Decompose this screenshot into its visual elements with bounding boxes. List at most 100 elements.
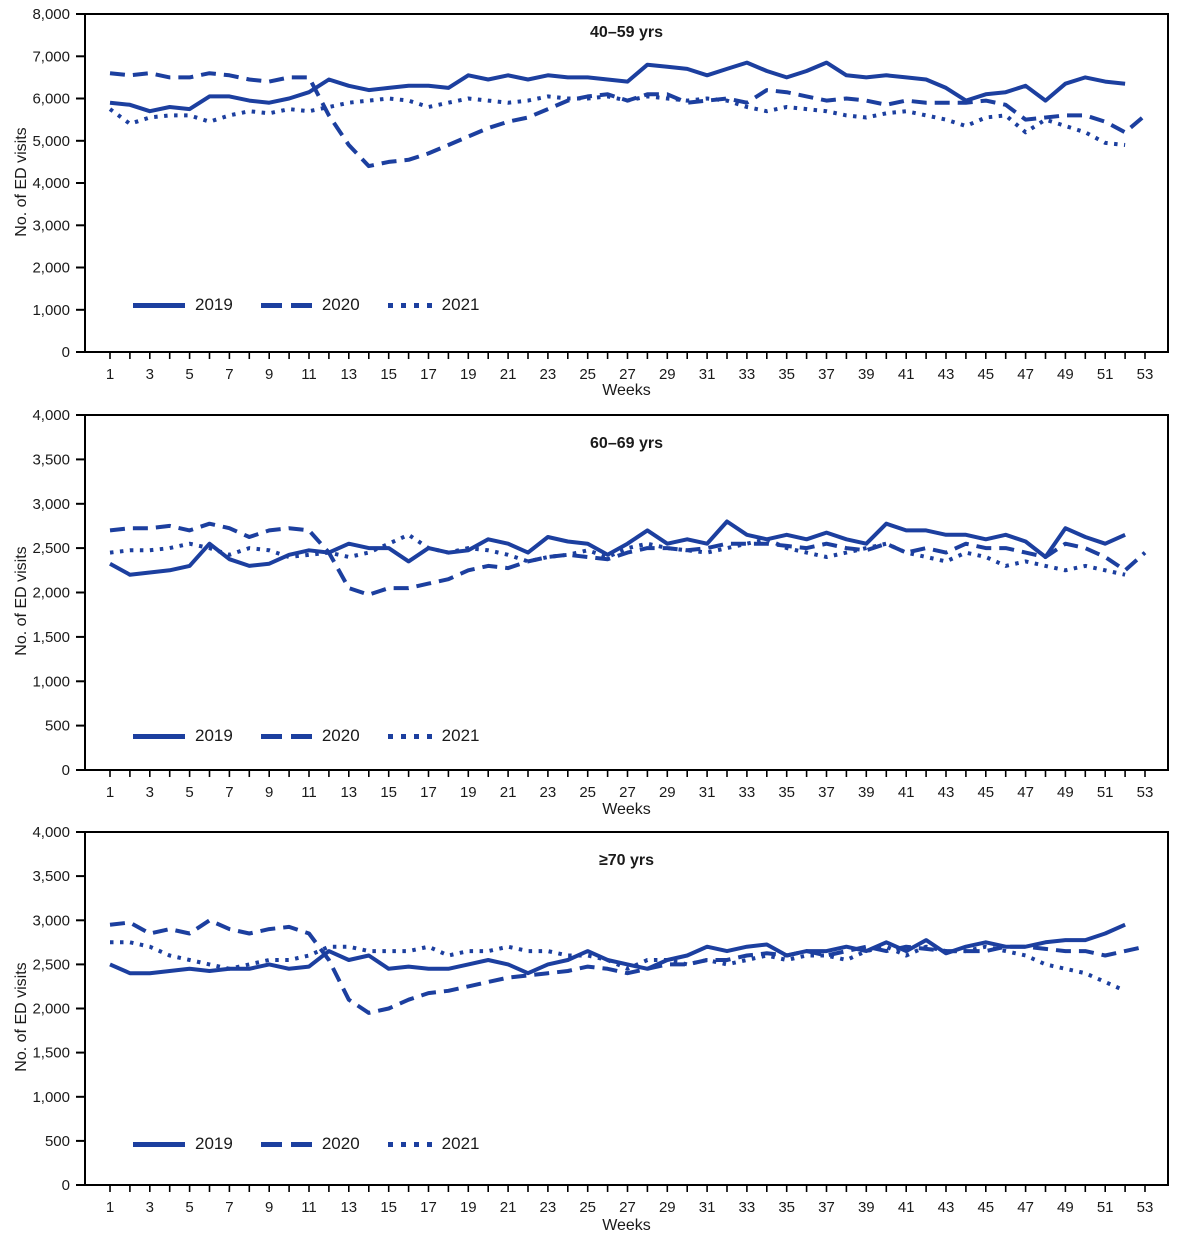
svg-text:29: 29 (659, 366, 676, 383)
svg-text:1,000: 1,000 (32, 673, 70, 690)
svg-text:2,000: 2,000 (32, 585, 70, 602)
dotted-line-sample (387, 733, 432, 739)
plot-area-40-59: 0 1,000 2,000 3,000 4,000 5,000 6,000 7,000 8,00… (32, 6, 1169, 383)
svg-text:13: 13 (340, 1199, 357, 1216)
chart-title: 40–59 yrs (590, 24, 663, 41)
svg-text:51: 51 (1097, 784, 1114, 801)
svg-text:27: 27 (619, 366, 636, 383)
svg-text:4,000: 4,000 (32, 824, 70, 841)
svg-text:41: 41 (898, 784, 915, 801)
svg-text:3: 3 (146, 784, 154, 801)
svg-text:4,000: 4,000 (32, 175, 70, 192)
svg-text:31: 31 (699, 1199, 716, 1216)
legend: 2019 2020 2021 (133, 1133, 479, 1155)
svg-text:11: 11 (301, 784, 317, 801)
dashed-line-sample (260, 733, 312, 739)
svg-text:9: 9 (265, 784, 273, 801)
svg-text:17: 17 (420, 366, 437, 383)
legend-label-2021: 2021 (441, 726, 480, 745)
svg-text:41: 41 (898, 1199, 915, 1216)
solid-line-sample (133, 1141, 185, 1147)
legend-label-2020: 2020 (321, 726, 360, 745)
svg-text:7,000: 7,000 (32, 48, 70, 65)
svg-text:8,000: 8,000 (32, 6, 70, 23)
svg-text:7: 7 (225, 366, 233, 383)
svg-text:15: 15 (380, 366, 397, 383)
svg-text:31: 31 (699, 366, 716, 383)
svg-text:33: 33 (739, 366, 756, 383)
svg-text:3: 3 (146, 366, 154, 383)
svg-text:37: 37 (818, 1199, 835, 1216)
svg-text:31: 31 (699, 784, 716, 801)
svg-text:3,500: 3,500 (32, 451, 70, 468)
svg-text:23: 23 (540, 1199, 557, 1216)
svg-text:13: 13 (340, 366, 357, 383)
svg-text:500: 500 (45, 1133, 70, 1150)
y-axis-title: No. of ED visits (13, 962, 30, 1072)
svg-text:53: 53 (1137, 1199, 1154, 1216)
plot-area-70plus: 0 500 1,000 1,500 2,000 2,500 3,000 3,500 4,000 1… (32, 824, 1169, 1216)
svg-text:3,500: 3,500 (32, 868, 70, 885)
legend-item-2021: 2021 (387, 295, 479, 315)
legend-item-2020: 2020 (260, 1134, 360, 1154)
svg-text:1: 1 (106, 366, 114, 383)
svg-text:13: 13 (340, 784, 357, 801)
svg-text:1,500: 1,500 (32, 1045, 70, 1062)
svg-text:3,000: 3,000 (32, 496, 70, 513)
svg-text:27: 27 (619, 1199, 636, 1216)
dashed-line-sample (260, 302, 312, 308)
svg-text:49: 49 (1057, 784, 1074, 801)
solid-line-sample (133, 733, 185, 739)
chart-panel-40-59yrs: 0 1,000 2,000 3,000 4,000 5,000 6,000 7,000 8,00… (0, 0, 1185, 405)
svg-text:0: 0 (62, 762, 70, 779)
legend-label-2020: 2020 (321, 1134, 360, 1153)
legend-label-2021: 2021 (441, 1134, 480, 1153)
legend-label-2019: 2019 (195, 1134, 233, 1153)
svg-text:43: 43 (938, 366, 955, 383)
svg-text:41: 41 (898, 366, 915, 383)
svg-text:35: 35 (778, 784, 795, 801)
svg-text:7: 7 (225, 1199, 233, 1216)
x-axis-title: Weeks (602, 1217, 651, 1234)
svg-text:27: 27 (619, 784, 636, 801)
legend-item-2021: 2021 (387, 726, 480, 746)
legend-item-2020: 2020 (260, 726, 360, 746)
svg-text:17: 17 (420, 1199, 437, 1216)
svg-text:25: 25 (579, 1199, 596, 1216)
svg-text:29: 29 (659, 1199, 676, 1216)
y-axis-title: No. of ED visits (13, 127, 30, 237)
svg-text:0: 0 (62, 344, 70, 361)
svg-text:3,000: 3,000 (32, 912, 70, 929)
svg-text:25: 25 (579, 784, 596, 801)
x-axis-title: Weeks (602, 801, 651, 818)
svg-text:35: 35 (778, 1199, 795, 1216)
svg-text:23: 23 (540, 366, 557, 383)
svg-text:51: 51 (1097, 1199, 1114, 1216)
svg-text:2,500: 2,500 (32, 956, 70, 973)
legend-item-2021: 2021 (387, 1134, 480, 1154)
x-axis-title: Weeks (602, 382, 651, 399)
legend-label-2020: 2020 (321, 295, 360, 314)
svg-text:9: 9 (265, 366, 273, 383)
svg-text:35: 35 (778, 366, 795, 383)
chart-panel-70plus-yrs: 0 500 1,000 1,500 2,000 2,500 3,000 3,500 4,000 1… (0, 820, 1185, 1240)
svg-text:5: 5 (185, 1199, 193, 1216)
svg-text:19: 19 (460, 1199, 477, 1216)
svg-text:33: 33 (739, 1199, 756, 1216)
legend: 2019 2020 2021 (133, 294, 479, 316)
svg-text:43: 43 (938, 784, 955, 801)
svg-text:29: 29 (659, 784, 676, 801)
svg-text:19: 19 (460, 366, 477, 383)
svg-text:21: 21 (500, 1199, 517, 1216)
svg-text:23: 23 (540, 784, 557, 801)
svg-text:25: 25 (579, 366, 596, 383)
svg-text:1,000: 1,000 (32, 1089, 70, 1106)
svg-text:47: 47 (1017, 1199, 1034, 1216)
legend: 2019 2020 2021 (133, 725, 479, 747)
svg-text:39: 39 (858, 366, 875, 383)
svg-text:5: 5 (185, 366, 193, 383)
svg-text:43: 43 (938, 1199, 955, 1216)
svg-text:45: 45 (977, 366, 994, 383)
svg-text:1: 1 (106, 1199, 114, 1216)
svg-text:21: 21 (500, 366, 517, 383)
